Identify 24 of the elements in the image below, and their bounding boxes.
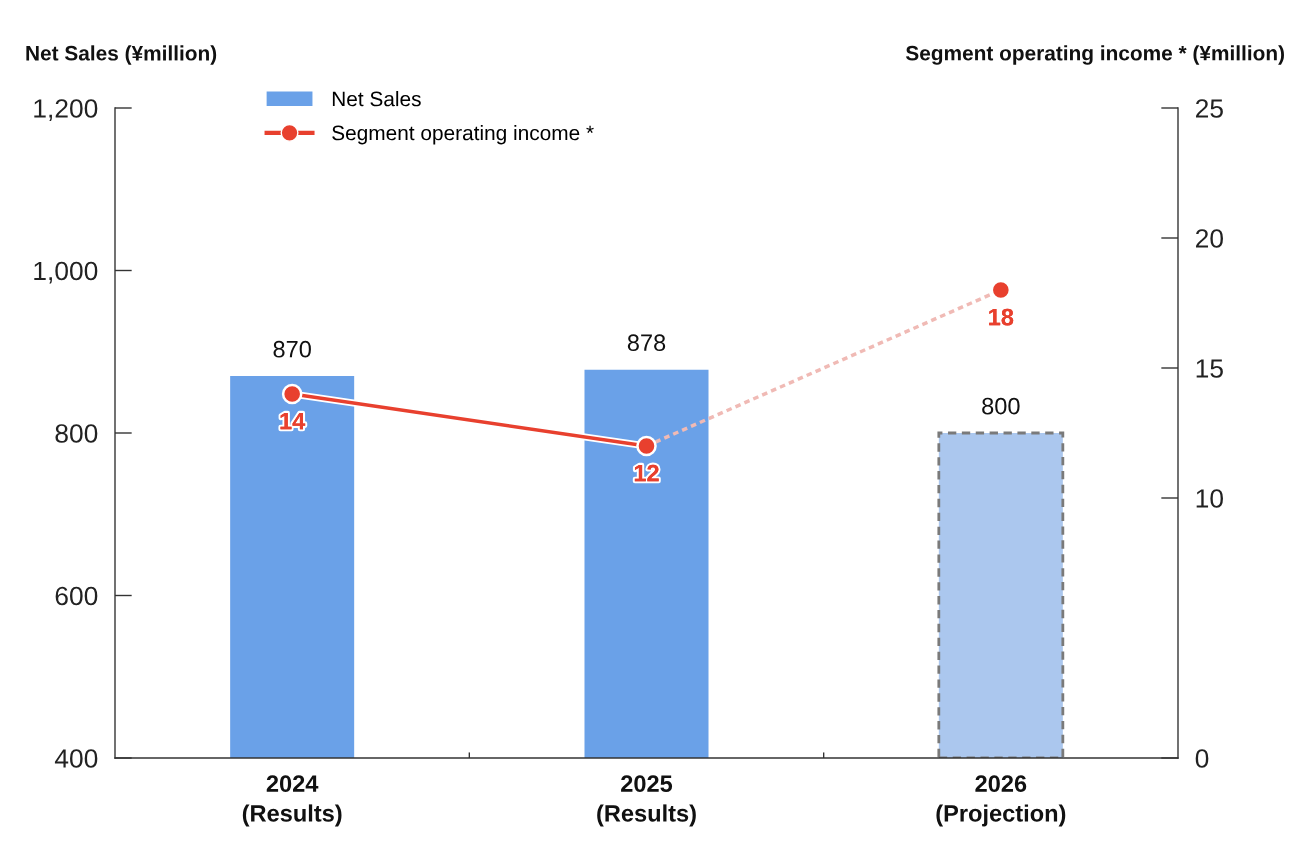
data-label: 18: [989, 308, 1014, 326]
point: [990, 279, 1012, 301]
data-label: 800: [982, 397, 1020, 415]
x-tick-label: 2025 (Results): [597, 775, 696, 827]
y-tick-label: 1,200: [34, 99, 98, 121]
y-tick-label: 600: [55, 586, 98, 606]
y2-tick-label: 10: [1196, 489, 1223, 508]
data-label: 870: [273, 340, 311, 358]
y2-tick-label: 15: [1196, 359, 1223, 378]
y2-axis-title: Segment operating income * (¥million): [905, 45, 1284, 65]
legend-label: Segment operating income *: [332, 125, 594, 145]
y-tick-label: 800: [55, 424, 98, 443]
data-label: 12: [634, 464, 659, 482]
data-label: 878: [627, 334, 666, 352]
data-label: 14: [280, 412, 306, 430]
y-tick-label: 400: [54, 749, 98, 768]
y2-tick-label: 0: [1195, 749, 1209, 768]
legend-label: Net Sales: [332, 91, 421, 107]
y2-tick-label: 20: [1195, 229, 1223, 248]
x-tick-label: 2024 (Results): [242, 775, 342, 827]
y-tick-label: 1,000: [34, 261, 98, 284]
x-tick-label: 2026 (Projection): [936, 775, 1066, 827]
y2-tick-label: 25: [1195, 99, 1223, 118]
y-axis-title: Net Sales (¥million): [26, 45, 217, 65]
